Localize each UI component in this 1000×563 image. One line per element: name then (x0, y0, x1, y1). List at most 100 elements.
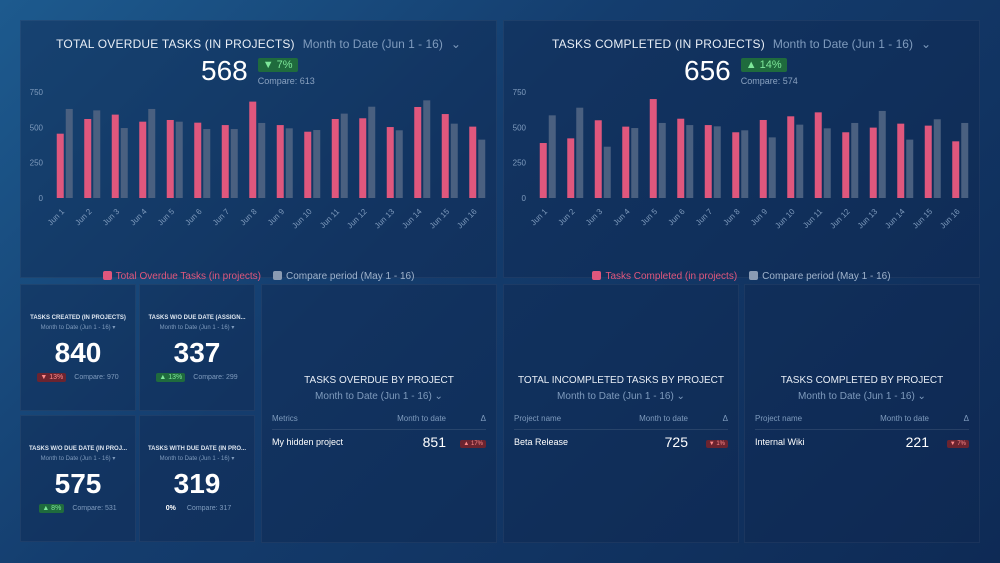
bar-compare (148, 108, 156, 198)
bar-primary (594, 120, 602, 198)
month-to-date-value: 221 (905, 434, 929, 450)
bar-compare (878, 110, 886, 198)
period-dropdown[interactable]: Month to Date (Jun 1 - 16) ▾ (40, 456, 116, 462)
bar-compare (450, 123, 458, 198)
kpi-card: TASKS W/O DUE DATE (ASSIGN... Month to D… (139, 284, 255, 411)
period-dropdown[interactable]: Month to Date (Jun 1 - 16) ⌄ (315, 391, 443, 402)
bar-compare (823, 128, 831, 198)
bar-compare (368, 106, 376, 198)
x-tick-label: Jun 9 (266, 207, 287, 228)
column-header[interactable]: Δ (963, 414, 969, 423)
legend-compare[interactable]: Compare period (May 1 - 16) (749, 271, 891, 282)
bar-compare (230, 129, 238, 198)
card-title: TASKS W/O DUE DATE (ASSIGN... (148, 315, 246, 321)
x-tick-label: Jun 1 (46, 207, 67, 228)
bar-primary (622, 126, 630, 198)
bar-primary (897, 123, 905, 198)
bar-primary (567, 138, 575, 198)
bar-compare (313, 130, 321, 198)
column-header[interactable]: Month to date (639, 414, 688, 423)
bar-compare (258, 122, 266, 198)
chevron-down-icon[interactable]: ⌄ (450, 37, 461, 51)
bar-compare (851, 122, 859, 198)
bar-compare (175, 121, 183, 198)
table-row[interactable]: Beta Release 725 ▼ 1% (514, 430, 728, 454)
bar-compare (906, 139, 914, 198)
delta-badge: ▲ 14% (740, 58, 787, 72)
compare-value: Compare: 574 (740, 76, 798, 86)
bar-primary (469, 126, 477, 198)
column-header[interactable]: Month to date (880, 414, 929, 423)
column-header[interactable]: Metrics (272, 414, 298, 423)
chevron-down-icon[interactable]: ⌄ (920, 37, 932, 51)
x-tick-label: Jun 16 (455, 207, 479, 231)
kpi-value: 319 (173, 468, 221, 499)
completed-chart-panel: TASKS COMPLETED (IN PROJECTS) Month to Da… (503, 20, 980, 282)
x-tick-label: Jun 4 (128, 207, 149, 228)
kpi-value: 575 (54, 468, 102, 499)
y-tick-label: 0 (522, 194, 527, 203)
bar-compare (603, 146, 611, 198)
period-dropdown[interactable]: Month to Date (Jun 1 - 16) ▾ (40, 325, 116, 331)
delta-badge: ▼ 1% (705, 439, 728, 448)
bar-compare (395, 130, 403, 198)
bar-compare (686, 125, 694, 198)
bar-primary (952, 141, 960, 198)
bar-compare (933, 119, 941, 198)
kpi-value: 337 (173, 337, 221, 368)
period-dropdown[interactable]: Month to Date (Jun 1 - 16) ▾ (159, 456, 235, 462)
x-tick-label: Jun 9 (749, 207, 770, 228)
x-tick-label: Jun 7 (694, 207, 715, 228)
period-dropdown[interactable]: Month to Date (Jun 1 - 16) (302, 37, 443, 51)
bar-primary (276, 125, 284, 198)
compare-value: Compare: 317 (186, 505, 232, 512)
period-dropdown[interactable]: Month to Date (Jun 1 - 16) (772, 37, 913, 51)
widget-title: TASKS OVERDUE BY PROJECT (304, 375, 454, 386)
table-row[interactable]: Internal Wiki 221 ▼ 7% (755, 430, 969, 454)
period-dropdown[interactable]: Month to Date (Jun 1 - 16) ▾ (159, 325, 235, 331)
month-to-date-value: 851 (422, 434, 446, 450)
bar-compare (768, 137, 776, 198)
legend-primary[interactable]: Total Overdue Tasks (in projects) (102, 271, 261, 282)
period-dropdown[interactable]: Month to Date (Jun 1 - 16) ⌄ (557, 391, 685, 402)
bar-compare (478, 139, 486, 198)
x-tick-label: Jun 7 (211, 207, 232, 228)
bar-compare (741, 130, 749, 198)
bar-compare (548, 115, 556, 198)
bar-compare (203, 129, 211, 198)
y-tick-label: 500 (513, 123, 527, 132)
x-tick-label: Jun 11 (318, 207, 341, 230)
x-tick-label: Jun 5 (639, 207, 660, 228)
table-row[interactable]: My hidden project 851 ▲ 17% (272, 430, 486, 454)
bar-compare (796, 124, 804, 198)
legend-compare[interactable]: Compare period (May 1 - 16) (273, 271, 414, 282)
x-tick-label: Jun 16 (938, 207, 962, 231)
column-header[interactable]: Δ (722, 414, 728, 423)
column-header[interactable]: Δ (480, 414, 486, 423)
x-tick-label: Jun 14 (883, 207, 907, 231)
bar-compare (285, 128, 293, 198)
x-tick-label: Jun 8 (238, 207, 259, 228)
card-title: TASKS CREATED (IN PROJECTS) (30, 315, 126, 321)
overdue-bar-chart: 0 250 500 750 Jun 1 Jun 2 Jun 3 Jun 4 Jun 5 Jun 6… (30, 88, 486, 231)
project-name: My hidden project (272, 437, 344, 447)
x-tick-label: Jun 10 (773, 207, 797, 231)
period-dropdown[interactable]: Month to Date (Jun 1 - 16) ⌄ (798, 391, 926, 402)
delta-badge: 0% (165, 505, 176, 512)
project-name: Internal Wiki (755, 437, 805, 447)
completed-bar-chart: 0 250 500 750 Jun 1 Jun 2 Jun 3 Jun 4 Jun 5 Jun 6… (513, 88, 969, 231)
column-header[interactable]: Project name (755, 414, 803, 423)
kpi-card: TASKS WITH DUE DATE (IN PRO... Month to … (139, 415, 255, 542)
column-header[interactable]: Project name (514, 414, 562, 423)
bar-primary (84, 118, 92, 198)
delta-badge: ▼ 7% (257, 58, 298, 72)
y-tick-label: 750 (513, 88, 527, 97)
legend-primary[interactable]: Tasks Completed (in projects) (592, 271, 737, 282)
checkbox-icon (749, 271, 759, 280)
y-tick-label: 500 (30, 123, 44, 132)
x-tick-label: Jun 3 (101, 207, 122, 228)
bar-primary (111, 114, 119, 198)
x-tick-label: Jun 12 (828, 207, 852, 231)
column-header[interactable]: Month to date (397, 414, 446, 423)
checkbox-icon (102, 271, 112, 280)
